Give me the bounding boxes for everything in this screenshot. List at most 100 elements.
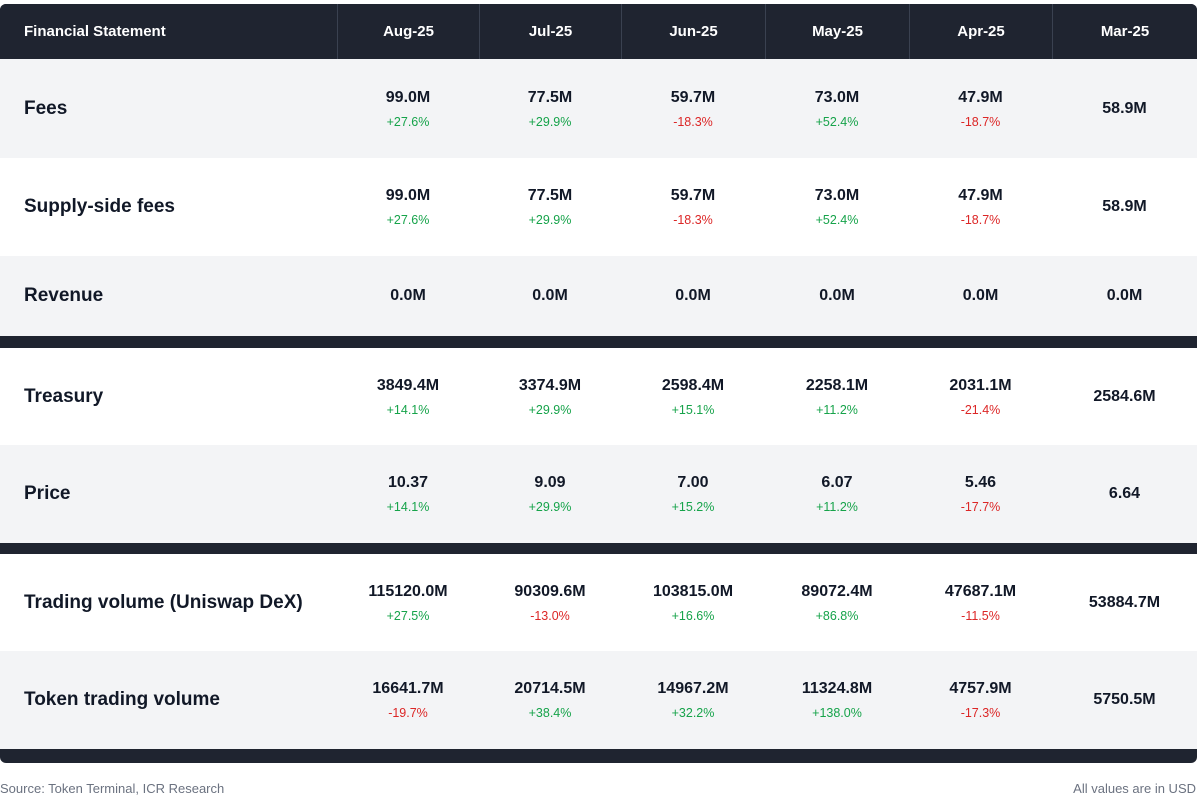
- metric-value: 90309.6M: [514, 582, 586, 600]
- change-positive: +29.9%: [528, 114, 572, 129]
- value-cell: 7.00 +15.2%: [621, 445, 765, 543]
- metric-value: 99.0M: [385, 88, 431, 106]
- header-month: Mar-25: [1052, 4, 1197, 59]
- metric-value: 10.37: [387, 474, 429, 491]
- source-note: Source: Token Terminal, ICR Research: [0, 781, 225, 796]
- value-cell: 0.0M: [621, 256, 765, 336]
- value-cell: 0.0M: [909, 256, 1052, 336]
- metric-value: 53884.7M: [1088, 593, 1161, 611]
- metric-value: 58.9M: [1102, 99, 1147, 117]
- value-cell: 103815.0M +16.6%: [621, 554, 765, 651]
- value-cell: 2598.4M +15.1%: [621, 348, 765, 445]
- change-positive: +15.2%: [671, 500, 715, 514]
- row-label: Revenue: [24, 285, 104, 306]
- value-cell: 47.9M -18.7%: [909, 59, 1052, 158]
- metric-value: 115120.0M: [368, 582, 448, 600]
- value-cell: 11324.8M +138.0%: [765, 651, 909, 749]
- metric-value: 0.0M: [819, 287, 855, 304]
- value-cell: 5.46 -17.7%: [909, 445, 1052, 543]
- table-row: Token trading volume 16641.7M -19.7% 20714.…: [0, 651, 1197, 749]
- row-label: Trading volume (Uniswap DeX): [24, 591, 303, 613]
- metric-value: 5750.5M: [1093, 691, 1156, 708]
- metric-value: 47687.1M: [944, 582, 1017, 600]
- value-cell: 20714.5M +38.4%: [479, 651, 621, 749]
- value-cell: 73.0M +52.4%: [765, 158, 909, 256]
- metric-value: 2258.1M: [805, 376, 869, 394]
- currency-note: All values are in USD: [1073, 781, 1196, 796]
- value-cell: 90309.6M -13.0%: [479, 554, 621, 651]
- change-positive: +52.4%: [815, 114, 859, 129]
- header-label: Financial Statement: [24, 23, 166, 40]
- change-positive: +11.2%: [816, 500, 858, 514]
- value-cell: 9.09 +29.9%: [479, 445, 621, 543]
- metric-value: 59.7M: [670, 187, 716, 204]
- value-cell: 2584.6M: [1052, 348, 1197, 445]
- change-positive: +138.0%: [812, 706, 862, 720]
- change-negative: -18.7%: [960, 213, 1001, 227]
- value-cell: 4757.9M -17.3%: [909, 651, 1052, 749]
- metric-value: 2598.4M: [661, 376, 725, 394]
- change-negative: -17.3%: [960, 706, 1001, 720]
- value-cell: 53884.7M: [1052, 554, 1197, 651]
- change-negative: -19.7%: [388, 706, 428, 720]
- metric-value: 89072.4M: [801, 582, 873, 600]
- value-cell: 73.0M +52.4%: [765, 59, 909, 158]
- table-row: Fees 99.0M +27.6% 77.5M +29.9% 59.7M -18.3% 73.…: [0, 59, 1197, 158]
- metric-value: 2584.6M: [1093, 387, 1156, 405]
- value-cell: 0.0M: [1052, 256, 1197, 336]
- table-row: Price 10.37 +14.1% 9.09 +29.9% 7.00 +15.2% 6.07…: [0, 445, 1197, 543]
- metric-value: 99.0M: [385, 187, 431, 204]
- change-positive: +29.9%: [528, 213, 572, 227]
- row-label: Treasury: [24, 385, 104, 407]
- metric-value: 16641.7M: [372, 680, 444, 697]
- value-cell: 89072.4M +86.8%: [765, 554, 909, 651]
- metric-value: 0.0M: [390, 287, 426, 304]
- change-positive: +32.2%: [671, 706, 715, 720]
- change-positive: +27.6%: [386, 114, 430, 129]
- value-cell: 3374.9M +29.9%: [479, 348, 621, 445]
- value-cell: 59.7M -18.3%: [621, 59, 765, 158]
- metric-value: 77.5M: [527, 88, 573, 106]
- value-cell: 77.5M +29.9%: [479, 59, 621, 158]
- metric-value: 0.0M: [532, 287, 568, 304]
- metric-value: 0.0M: [1106, 287, 1143, 304]
- value-cell: 47687.1M -11.5%: [909, 554, 1052, 651]
- change-positive: +38.4%: [528, 706, 572, 720]
- metric-value: 58.9M: [1102, 198, 1147, 215]
- table-row: Revenue 0.0M 0.0M 0.0M 0.0M 0.0M 0.0M: [0, 256, 1197, 336]
- change-positive: +27.6%: [386, 213, 430, 227]
- metric-value: 59.7M: [670, 88, 716, 106]
- header-month: Jul-25: [479, 4, 621, 59]
- change-positive: +15.1%: [671, 402, 715, 417]
- value-cell: 3849.4M +14.1%: [337, 348, 479, 445]
- change-negative: -11.5%: [961, 608, 1000, 623]
- row-label: Fees: [24, 97, 68, 119]
- metric-value: 5.46: [964, 474, 997, 491]
- metric-value: 11324.8M: [801, 680, 873, 697]
- metric-value: 6.64: [1108, 485, 1141, 502]
- value-cell: 16641.7M -19.7%: [337, 651, 479, 749]
- change-positive: +27.5%: [386, 608, 430, 623]
- metric-value: 3849.4M: [376, 376, 440, 394]
- financial-statement-table: Financial Statement Aug-25 Jul-25 Jun-25…: [0, 4, 1197, 763]
- metric-value: 4757.9M: [949, 680, 1012, 697]
- metric-value: 2031.1M: [949, 376, 1012, 394]
- value-cell: 10.37 +14.1%: [337, 445, 479, 543]
- header-month: May-25: [765, 4, 909, 59]
- metric-value: 0.0M: [675, 287, 711, 304]
- value-cell: 58.9M: [1052, 59, 1197, 158]
- change-positive: +14.1%: [386, 402, 430, 417]
- change-negative: -13.0%: [530, 608, 570, 623]
- value-cell: 115120.0M +27.5%: [337, 554, 479, 651]
- value-cell: 0.0M: [337, 256, 479, 336]
- row-label: Token trading volume: [24, 689, 221, 710]
- change-positive: +11.2%: [816, 402, 858, 417]
- header-month: Aug-25: [337, 4, 479, 59]
- value-cell: 77.5M +29.9%: [479, 158, 621, 256]
- metric-value: 73.0M: [814, 88, 860, 106]
- change-positive: +86.8%: [815, 608, 859, 623]
- change-negative: -21.4%: [960, 402, 1001, 417]
- metric-value: 7.00: [677, 474, 709, 491]
- value-cell: 99.0M +27.6%: [337, 59, 479, 158]
- value-cell: 99.0M +27.6%: [337, 158, 479, 256]
